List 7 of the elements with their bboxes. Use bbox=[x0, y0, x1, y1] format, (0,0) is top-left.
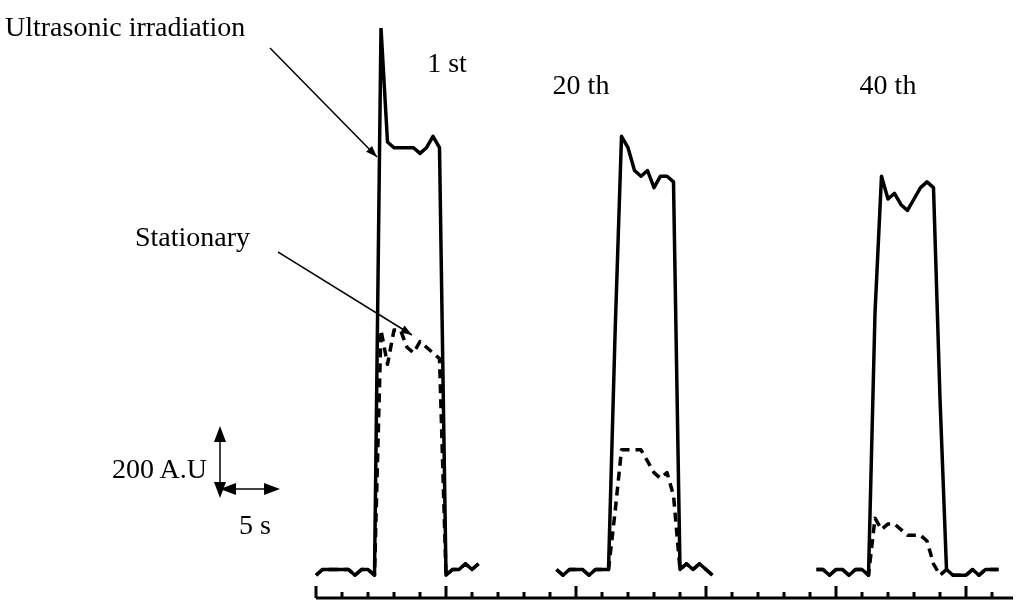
annotation: 1 st bbox=[427, 46, 467, 80]
text: Ultrasonic irradiation bbox=[5, 10, 246, 44]
annotation: 20 th bbox=[552, 68, 610, 102]
text: Stationary bbox=[135, 220, 251, 254]
text: 200 A.U bbox=[112, 452, 207, 486]
annotation: 40 th bbox=[859, 68, 917, 102]
text: 5 s bbox=[239, 508, 271, 542]
